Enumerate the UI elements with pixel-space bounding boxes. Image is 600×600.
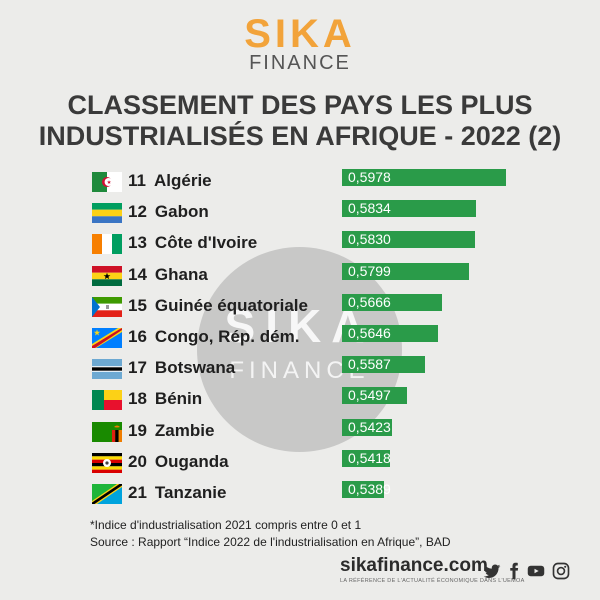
category-label: 19 Zambie: [128, 421, 214, 441]
data-label: 0,5834: [348, 200, 391, 217]
data-label: 0,5497: [348, 387, 391, 404]
data-label: 0,5423: [348, 418, 391, 435]
category-label: 14 Ghana: [128, 265, 208, 285]
footnote-source: Source : Rapport “Indice 2022 de l'indus…: [90, 535, 451, 549]
bar: 0,5389: [342, 481, 391, 498]
watermark-logo: SIKA FINANCE: [197, 247, 402, 452]
rank-number: 19: [128, 420, 147, 440]
category-label: 15 Guinée équatoriale: [128, 296, 308, 316]
category-label: 16 Congo, Rép. dém.: [128, 327, 299, 347]
facebook-icon[interactable]: [505, 562, 523, 580]
chart-row: 12 Gabon 0,5834: [0, 197, 600, 228]
chart-row: 11 Algérie 0,5978: [0, 166, 600, 197]
flag-algeria-icon: [92, 172, 122, 192]
category-label: 18 Bénin: [128, 389, 202, 409]
data-label: 0,5646: [348, 325, 391, 341]
youtube-icon[interactable]: [527, 562, 545, 580]
rank-number: 18: [128, 389, 147, 409]
flag-zambia-icon: [92, 421, 122, 442]
flag-equatorial-guinea-icon: [92, 296, 122, 317]
bar: 0,5418: [342, 449, 391, 467]
data-label: 0,5799: [348, 262, 391, 279]
category-label: 20 Ouganda: [128, 452, 229, 472]
bar: 0,5666: [342, 293, 442, 311]
logo: SIKA FINANCE: [0, 14, 600, 74]
country-name: Ghana: [154, 264, 208, 284]
country-name: Tanzanie: [154, 483, 227, 502]
chart-row: 18 Bénin 0,5497: [0, 384, 600, 415]
bar: 0,5978: [342, 169, 506, 186]
data-label: 0,5978: [348, 169, 391, 185]
rank-number: 14: [128, 264, 147, 284]
category-label: 13 Côte d'Ivoire: [128, 233, 257, 253]
chart-row: 21 Tanzanie 0,5389: [0, 478, 600, 509]
category-label: 12 Gabon: [128, 202, 209, 222]
footnotes: *Indice d'industrialisation 2021 compris…: [90, 517, 451, 551]
country-name: Côte d'Ivoire: [154, 233, 258, 253]
logo-subtitle: FINANCE: [249, 52, 351, 74]
country-name: Algérie: [153, 171, 212, 190]
chart-row: 20 Ouganda 0,5418: [0, 447, 600, 478]
flag-tanzania-icon: [92, 484, 122, 504]
rank-number: 21: [128, 483, 147, 502]
data-label: 0,5830: [348, 231, 391, 248]
data-label: 0,5418: [348, 449, 391, 466]
bar: 0,5830: [342, 231, 476, 249]
watermark-word: SIKA: [224, 300, 375, 352]
rank-number: 11: [128, 171, 146, 190]
site-name: sikafinance.com: [340, 555, 488, 576]
category-label: 11 Algérie: [128, 171, 212, 191]
footnote-definition: *Indice d'industrialisation 2021 compris…: [90, 518, 362, 532]
flag-botswana-icon: [92, 359, 122, 380]
chart-row: 14 Ghana 0,5799: [0, 260, 600, 291]
chart-row: 19 Zambie 0,5423: [0, 416, 600, 447]
country-name: Zambie: [154, 420, 215, 440]
site-link[interactable]: sikafinance.com LA RÉFÉRENCE DE L'ACTUAL…: [340, 555, 525, 584]
country-name: Congo, Rép. dém.: [154, 327, 300, 346]
data-label: 0,5666: [348, 293, 391, 310]
logo-word: SIKA: [244, 12, 356, 56]
rank-number: 15: [128, 295, 147, 315]
twitter-icon[interactable]: [483, 562, 501, 580]
chart-row: 16 Congo, Rép. dém. 0,5646: [0, 322, 600, 353]
data-label: 0,5587: [348, 356, 391, 373]
rank-number: 16: [128, 327, 147, 346]
title-line-1: CLASSEMENT DES PAYS LES PLUS: [67, 90, 533, 120]
rank-number: 13: [128, 233, 147, 253]
flag-cote-divoire-icon: [92, 234, 122, 255]
flag-ghana-icon: [92, 265, 122, 286]
category-label: 21 Tanzanie: [128, 483, 226, 503]
flag-dr-congo-icon: [92, 328, 122, 348]
country-name: Botswana: [154, 358, 236, 378]
bar: 0,5423: [342, 418, 392, 436]
bar: 0,5834: [342, 200, 477, 218]
bar: 0,5646: [342, 325, 438, 342]
bar: 0,5497: [342, 387, 407, 405]
flag-gabon-icon: [92, 203, 122, 224]
title-line-2: INDUSTRIALISÉS EN AFRIQUE - 2022 (2): [38, 121, 562, 151]
data-label: 0,5389: [348, 481, 391, 497]
country-name: Guinée équatoriale: [154, 295, 308, 315]
chart-row: 13 Côte d'Ivoire 0,5830: [0, 228, 600, 259]
chart-row: 17 Botswana 0,5587: [0, 353, 600, 384]
category-label: 17 Botswana: [128, 358, 235, 378]
rank-number: 20: [128, 451, 147, 471]
country-name: Ouganda: [154, 451, 229, 471]
site-tagline: LA RÉFÉRENCE DE L'ACTUALITÉ ÉCONOMIQUE D…: [340, 578, 525, 584]
rank-number: 17: [128, 358, 147, 378]
country-name: Gabon: [154, 202, 209, 222]
instagram-icon[interactable]: [552, 562, 570, 580]
bar: 0,5799: [342, 262, 470, 280]
country-name: Bénin: [154, 389, 203, 409]
chart-title: CLASSEMENT DES PAYS LES PLUS INDUSTRIALI…: [0, 90, 600, 152]
rank-number: 12: [128, 202, 147, 222]
flag-uganda-icon: [92, 452, 122, 473]
flag-benin-icon: [92, 390, 122, 411]
bar: 0,5587: [342, 356, 426, 374]
chart-row: 15 Guinée équatoriale 0,5666: [0, 291, 600, 322]
